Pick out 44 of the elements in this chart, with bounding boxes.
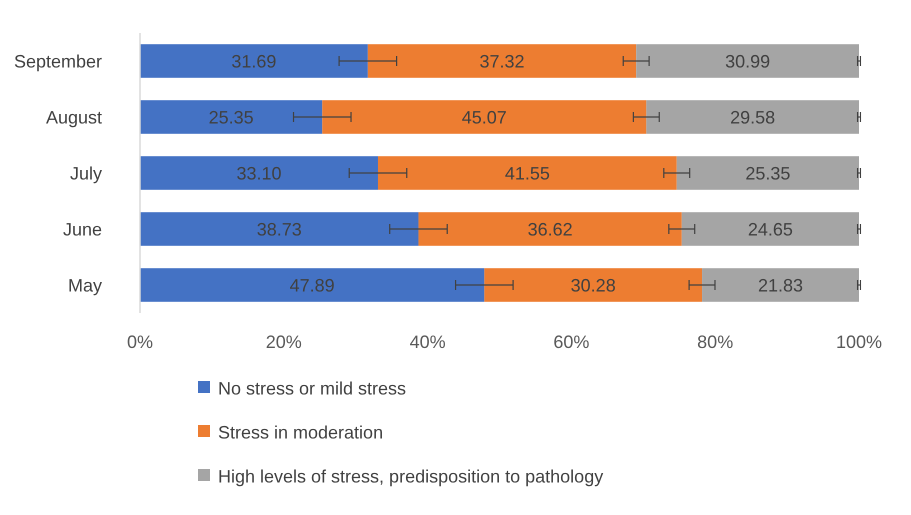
bar — [368, 44, 636, 78]
bar — [140, 44, 368, 78]
data-label: 41.55 — [504, 163, 550, 184]
data-label: 25.35 — [208, 107, 254, 128]
data-label: 33.10 — [236, 163, 282, 184]
bar — [682, 212, 859, 246]
bar — [484, 268, 702, 302]
legend-label: No stress or mild stress — [218, 378, 406, 398]
data-label: 31.69 — [231, 51, 276, 72]
bar — [140, 268, 484, 302]
data-label: 38.73 — [256, 219, 302, 240]
bar — [702, 268, 859, 302]
x-tick-label: 100% — [836, 332, 882, 352]
y-tick-label: August — [46, 107, 102, 128]
data-label: 30.99 — [725, 51, 770, 72]
bar — [322, 100, 646, 134]
x-tick-label: 0% — [126, 332, 154, 352]
x-tick-label: 60% — [553, 332, 590, 352]
bar — [646, 100, 859, 134]
data-label: 24.65 — [748, 219, 793, 240]
y-tick-label: May — [68, 275, 102, 296]
data-label: 21.83 — [758, 275, 804, 296]
y-tick-label: June — [62, 219, 102, 240]
bar — [676, 156, 859, 190]
bar — [378, 156, 677, 190]
bar — [418, 212, 682, 246]
data-label: 45.07 — [462, 107, 507, 128]
x-tick-label: 40% — [410, 332, 446, 352]
bar — [636, 44, 859, 78]
legend-label: Stress in moderation — [218, 422, 384, 442]
y-tick-label: September — [14, 51, 102, 72]
bar — [140, 100, 322, 134]
data-label: 47.89 — [290, 275, 335, 296]
bar — [140, 212, 418, 246]
bar — [140, 156, 378, 190]
legend-label: High levels of stress, predisposition to pathology — [218, 466, 604, 486]
y-tick-label: July — [70, 163, 102, 184]
data-label: 29.58 — [730, 107, 776, 128]
data-label: 36.62 — [528, 219, 573, 240]
x-tick-label: 20% — [266, 332, 302, 352]
data-label: 25.35 — [745, 163, 790, 184]
x-tick-label: 80% — [697, 332, 734, 352]
data-label: 37.32 — [479, 51, 525, 72]
data-label: 30.28 — [570, 275, 616, 296]
